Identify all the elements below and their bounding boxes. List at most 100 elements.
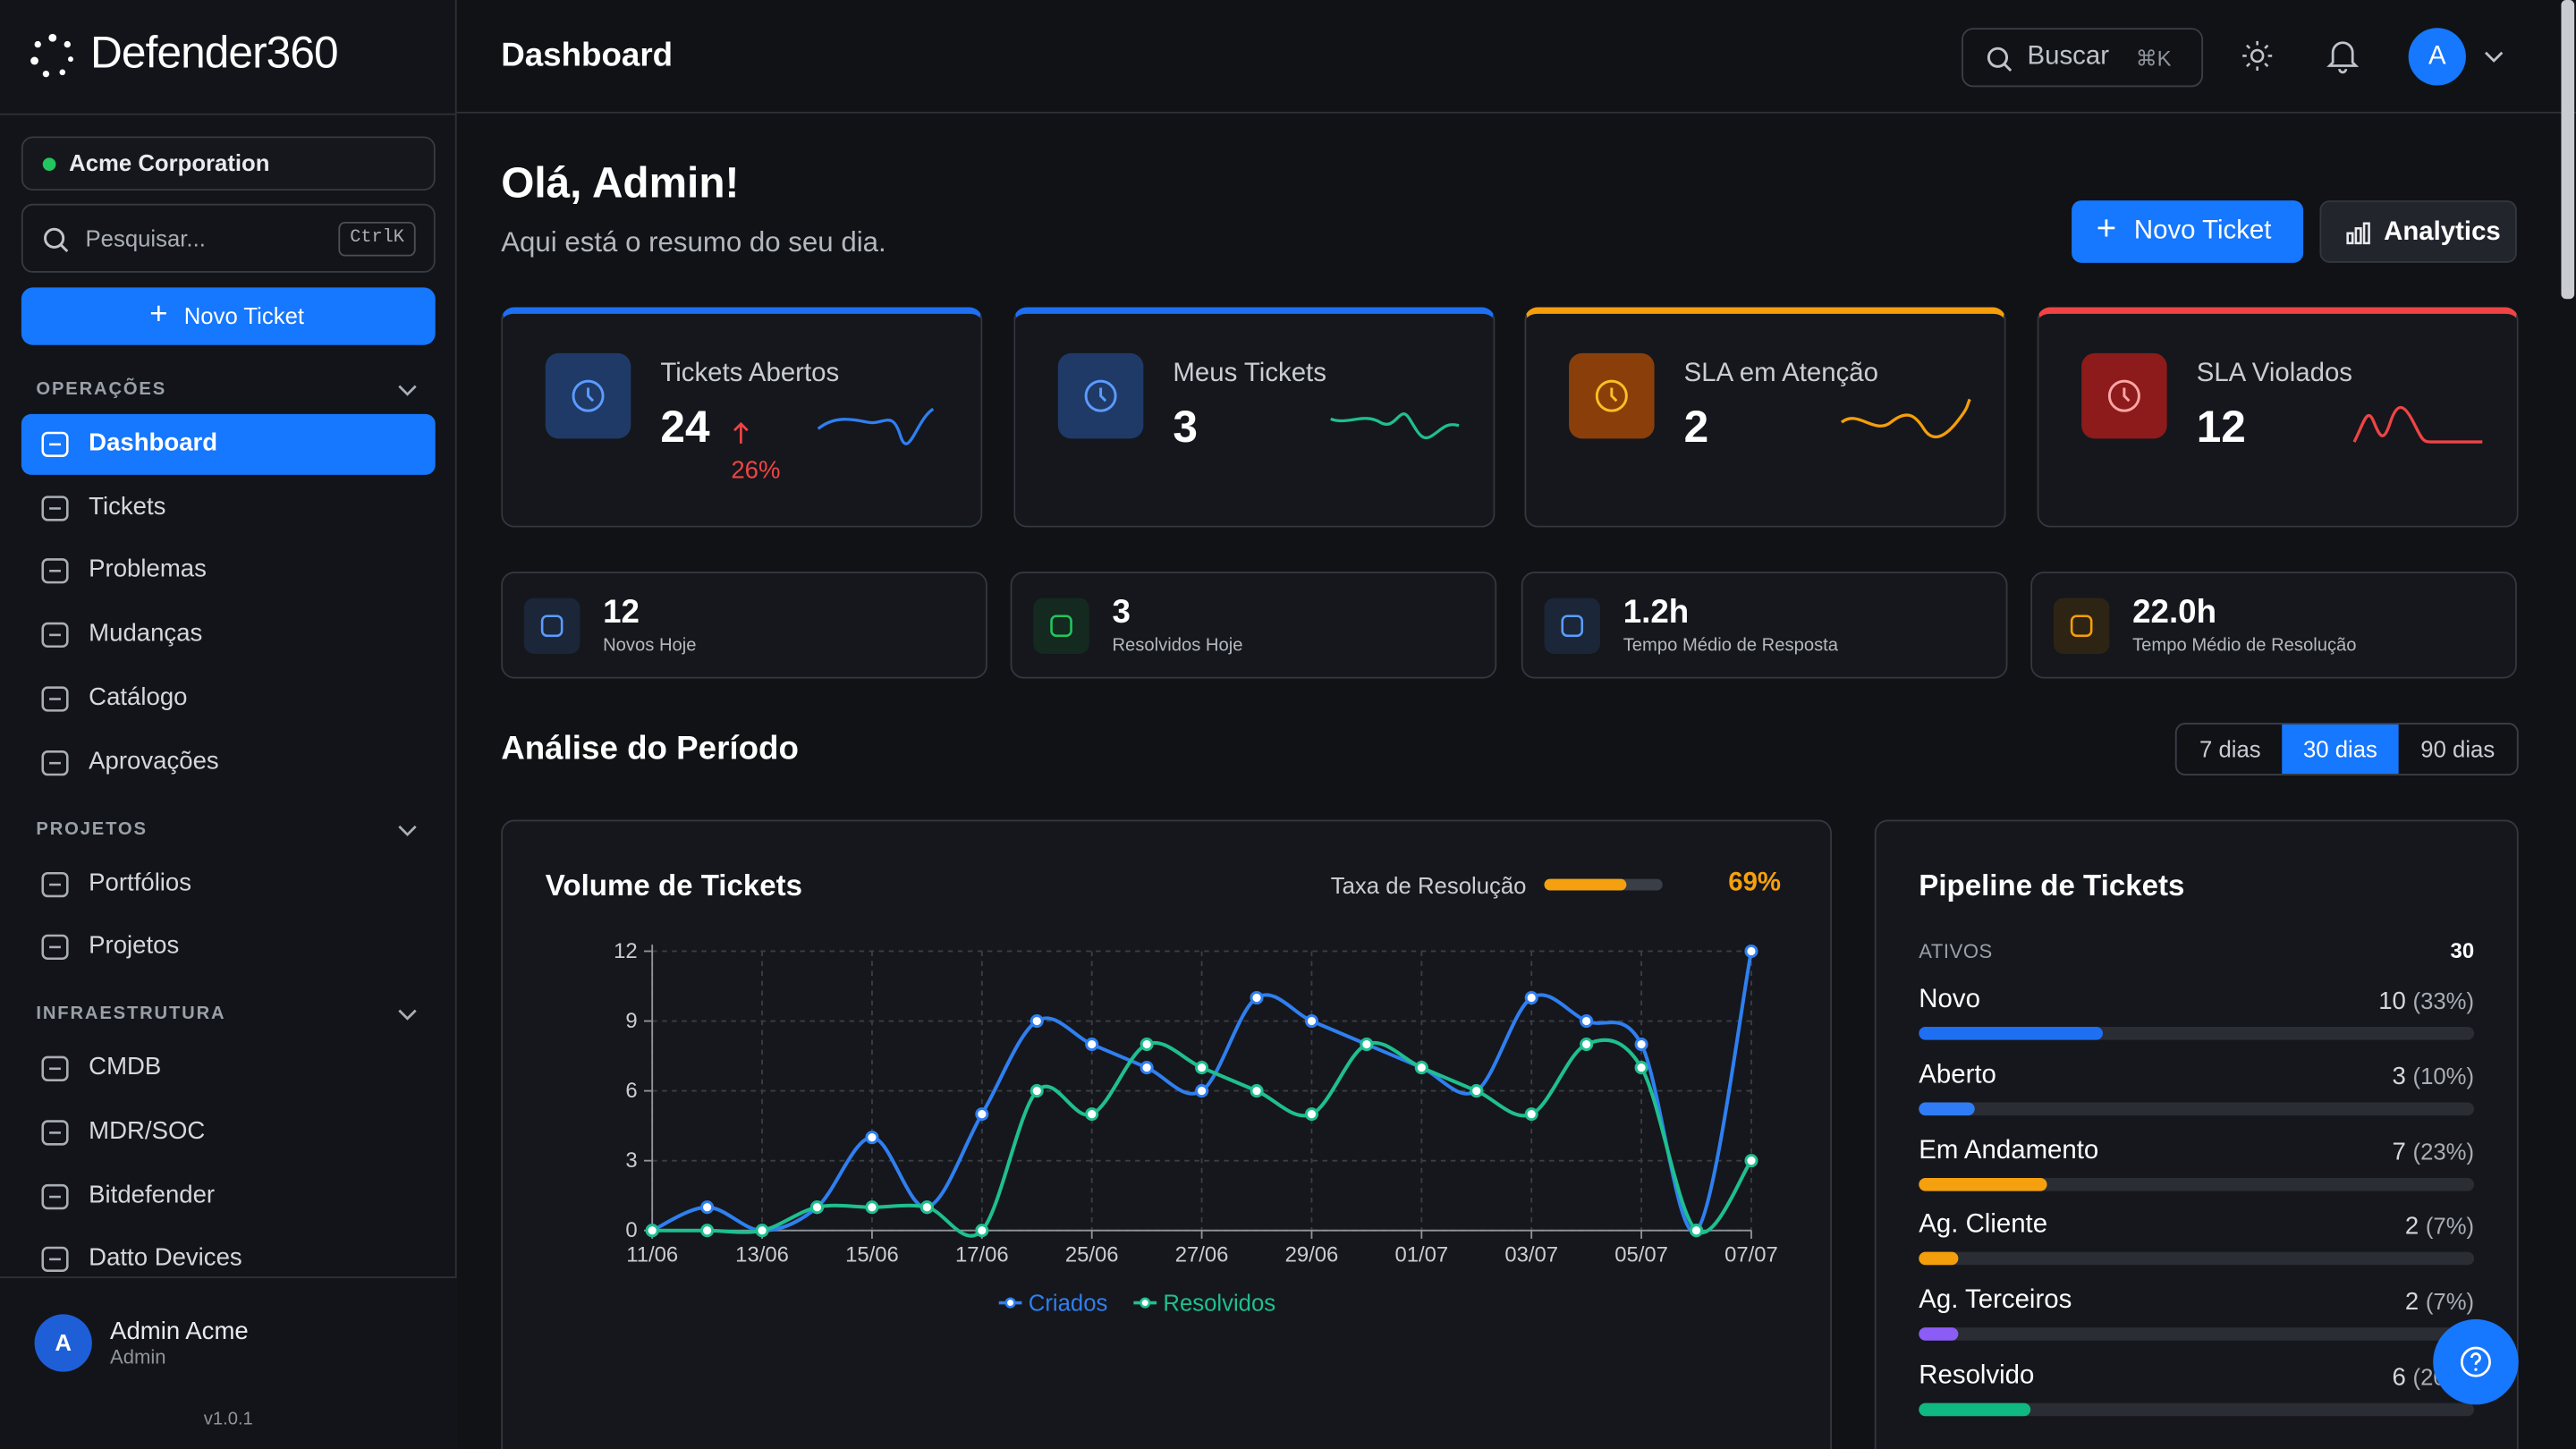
kpi-value: 2: [1683, 402, 1709, 453]
data-point: [1414, 1061, 1428, 1075]
nav-item[interactable]: Dashboard: [89, 428, 218, 457]
chevron: [398, 1009, 417, 1021]
kpi-change: 26%: [731, 456, 781, 485]
search-shortcut: CtrlK: [338, 221, 416, 257]
nav-item[interactable]: MDR/SOC: [89, 1116, 206, 1146]
nav-item[interactable]: Portfólios: [89, 868, 192, 896]
pipeline-stats: 10 (33%): [2218, 987, 2474, 1016]
chevron: [398, 385, 417, 396]
resolution-value: 69%: [1728, 869, 1782, 897]
x-tick-label: 29/06: [1285, 1243, 1339, 1267]
pipeline-name: Aberto: [1919, 1061, 1996, 1089]
period-option[interactable]: 7 dias: [2199, 735, 2261, 763]
notifications[interactable]: [2326, 39, 2360, 74]
period-option[interactable]: 90 dias: [2420, 735, 2496, 763]
pipeline-bar: [1919, 1402, 2030, 1417]
nav-icon: [41, 431, 69, 457]
header-search-label: Buscar: [2027, 42, 2109, 71]
data-point: [1250, 1084, 1264, 1098]
x-tick-label: 25/06: [1065, 1243, 1119, 1267]
theme-toggle[interactable]: [2242, 40, 2273, 71]
pipeline-stats: 2 (7%): [2218, 1288, 2474, 1316]
data-point: [1140, 1038, 1154, 1052]
nav-section-title[interactable]: OPERAÇÕES: [36, 379, 167, 400]
user-name: Admin Acme: [110, 1318, 249, 1346]
data-point: [1744, 1154, 1758, 1168]
nav-item[interactable]: CMDB: [89, 1053, 162, 1081]
action-new-ticket[interactable]: + Novo Ticket: [2072, 200, 2304, 263]
pipeline-count: 7: [2392, 1138, 2406, 1166]
kpi-sparkline: [1840, 398, 1971, 439]
pipeline-pct: (7%): [2425, 1213, 2475, 1240]
y-tick-label: 12: [614, 939, 638, 963]
header-avatar[interactable]: A: [2408, 28, 2466, 86]
pipeline-track: [1919, 1102, 2475, 1115]
stat-value: 1.2h: [1623, 594, 1690, 631]
action-label: Analytics: [2384, 218, 2501, 247]
action-analytics[interactable]: Analytics: [2319, 200, 2517, 263]
chart-title: Volume de Tickets: [545, 869, 803, 902]
nav-active-bg: [21, 413, 436, 475]
pipeline-track: [1919, 1402, 2475, 1417]
data-point: [865, 1131, 879, 1145]
kpi-value: 3: [1173, 402, 1199, 453]
nav-item[interactable]: Problemas: [89, 555, 207, 584]
data-point: [700, 1200, 715, 1215]
pipeline-bar: [1919, 1252, 1958, 1267]
action-label: Novo Ticket: [2133, 216, 2272, 245]
nav-item[interactable]: Bitdefender: [89, 1180, 216, 1209]
data-point: [1470, 1084, 1484, 1098]
nav-item[interactable]: Mudanças: [89, 619, 203, 648]
nav-item[interactable]: Aprovações: [89, 746, 219, 775]
period-option[interactable]: 30 dias: [2282, 724, 2399, 775]
nav-item[interactable]: Projetos: [89, 931, 180, 960]
kpi-card: Tickets Abertos 24 26%: [501, 307, 983, 528]
kpi-value: 24: [660, 402, 710, 453]
kpi-icon: [1084, 379, 1117, 412]
greeting-subtitle: Aqui está o resumo do seu dia.: [501, 226, 886, 258]
kpi-label: Meus Tickets: [1173, 360, 1326, 388]
chevron: [398, 824, 417, 836]
pipeline-name: Resolvido: [1919, 1361, 2035, 1390]
nav-item[interactable]: Catálogo: [89, 682, 188, 711]
kpi-sparkline: [2352, 405, 2483, 444]
org-selector[interactable]: Acme Corporation: [21, 136, 436, 191]
legend-dot: [1004, 1297, 1016, 1309]
nav-item[interactable]: Tickets: [89, 492, 166, 521]
greeting-title: Olá, Admin!: [501, 157, 740, 208]
data-point: [1304, 1014, 1318, 1029]
new-ticket-label: Novo Ticket: [183, 301, 305, 329]
header-search[interactable]: Buscar ⌘K: [1962, 28, 2204, 88]
data-point: [1580, 1014, 1594, 1029]
x-tick-label: 15/06: [845, 1243, 899, 1267]
scrollbar-thumb: [2561, 0, 2575, 300]
stat-value: 12: [603, 594, 640, 631]
nav-section-title[interactable]: INFRAESTRUTURA: [36, 1004, 226, 1024]
kpi-icon: [1595, 379, 1628, 412]
pipeline-name: Ag. Terceiros: [1919, 1286, 2072, 1315]
pipeline-count: 3: [2392, 1062, 2406, 1091]
data-point: [645, 1224, 659, 1238]
nav-section-title[interactable]: PROJETOS: [36, 818, 148, 839]
new-ticket-button[interactable]: + Novo Ticket: [21, 287, 436, 345]
page-title: Dashboard: [501, 38, 674, 74]
data-point: [1140, 1061, 1154, 1075]
pipeline-count: 2: [2404, 1213, 2419, 1241]
kpi-sparkline: [817, 407, 935, 445]
stat-value: 3: [1112, 594, 1131, 631]
stat-label: Tempo Médio de Resposta: [1623, 635, 1839, 656]
pipeline-count: 10: [2378, 987, 2406, 1016]
legend-label: Criados: [1029, 1292, 1108, 1317]
kpi-card: SLA Violados 12: [2037, 307, 2519, 528]
pipeline-total-label: ATIVOS: [1919, 939, 1993, 963]
nav-item[interactable]: Datto Devices: [89, 1243, 242, 1273]
y-tick-label: 3: [625, 1148, 637, 1173]
sidebar-search[interactable]: Pesquisar... CtrlK: [21, 203, 436, 273]
data-point: [1744, 944, 1758, 959]
nav-icon: [41, 1055, 69, 1082]
data-point: [865, 1200, 879, 1215]
search-placeholder: Pesquisar...: [85, 225, 206, 252]
data-point: [919, 1200, 934, 1215]
stat-value: 22.0h: [2132, 594, 2217, 631]
